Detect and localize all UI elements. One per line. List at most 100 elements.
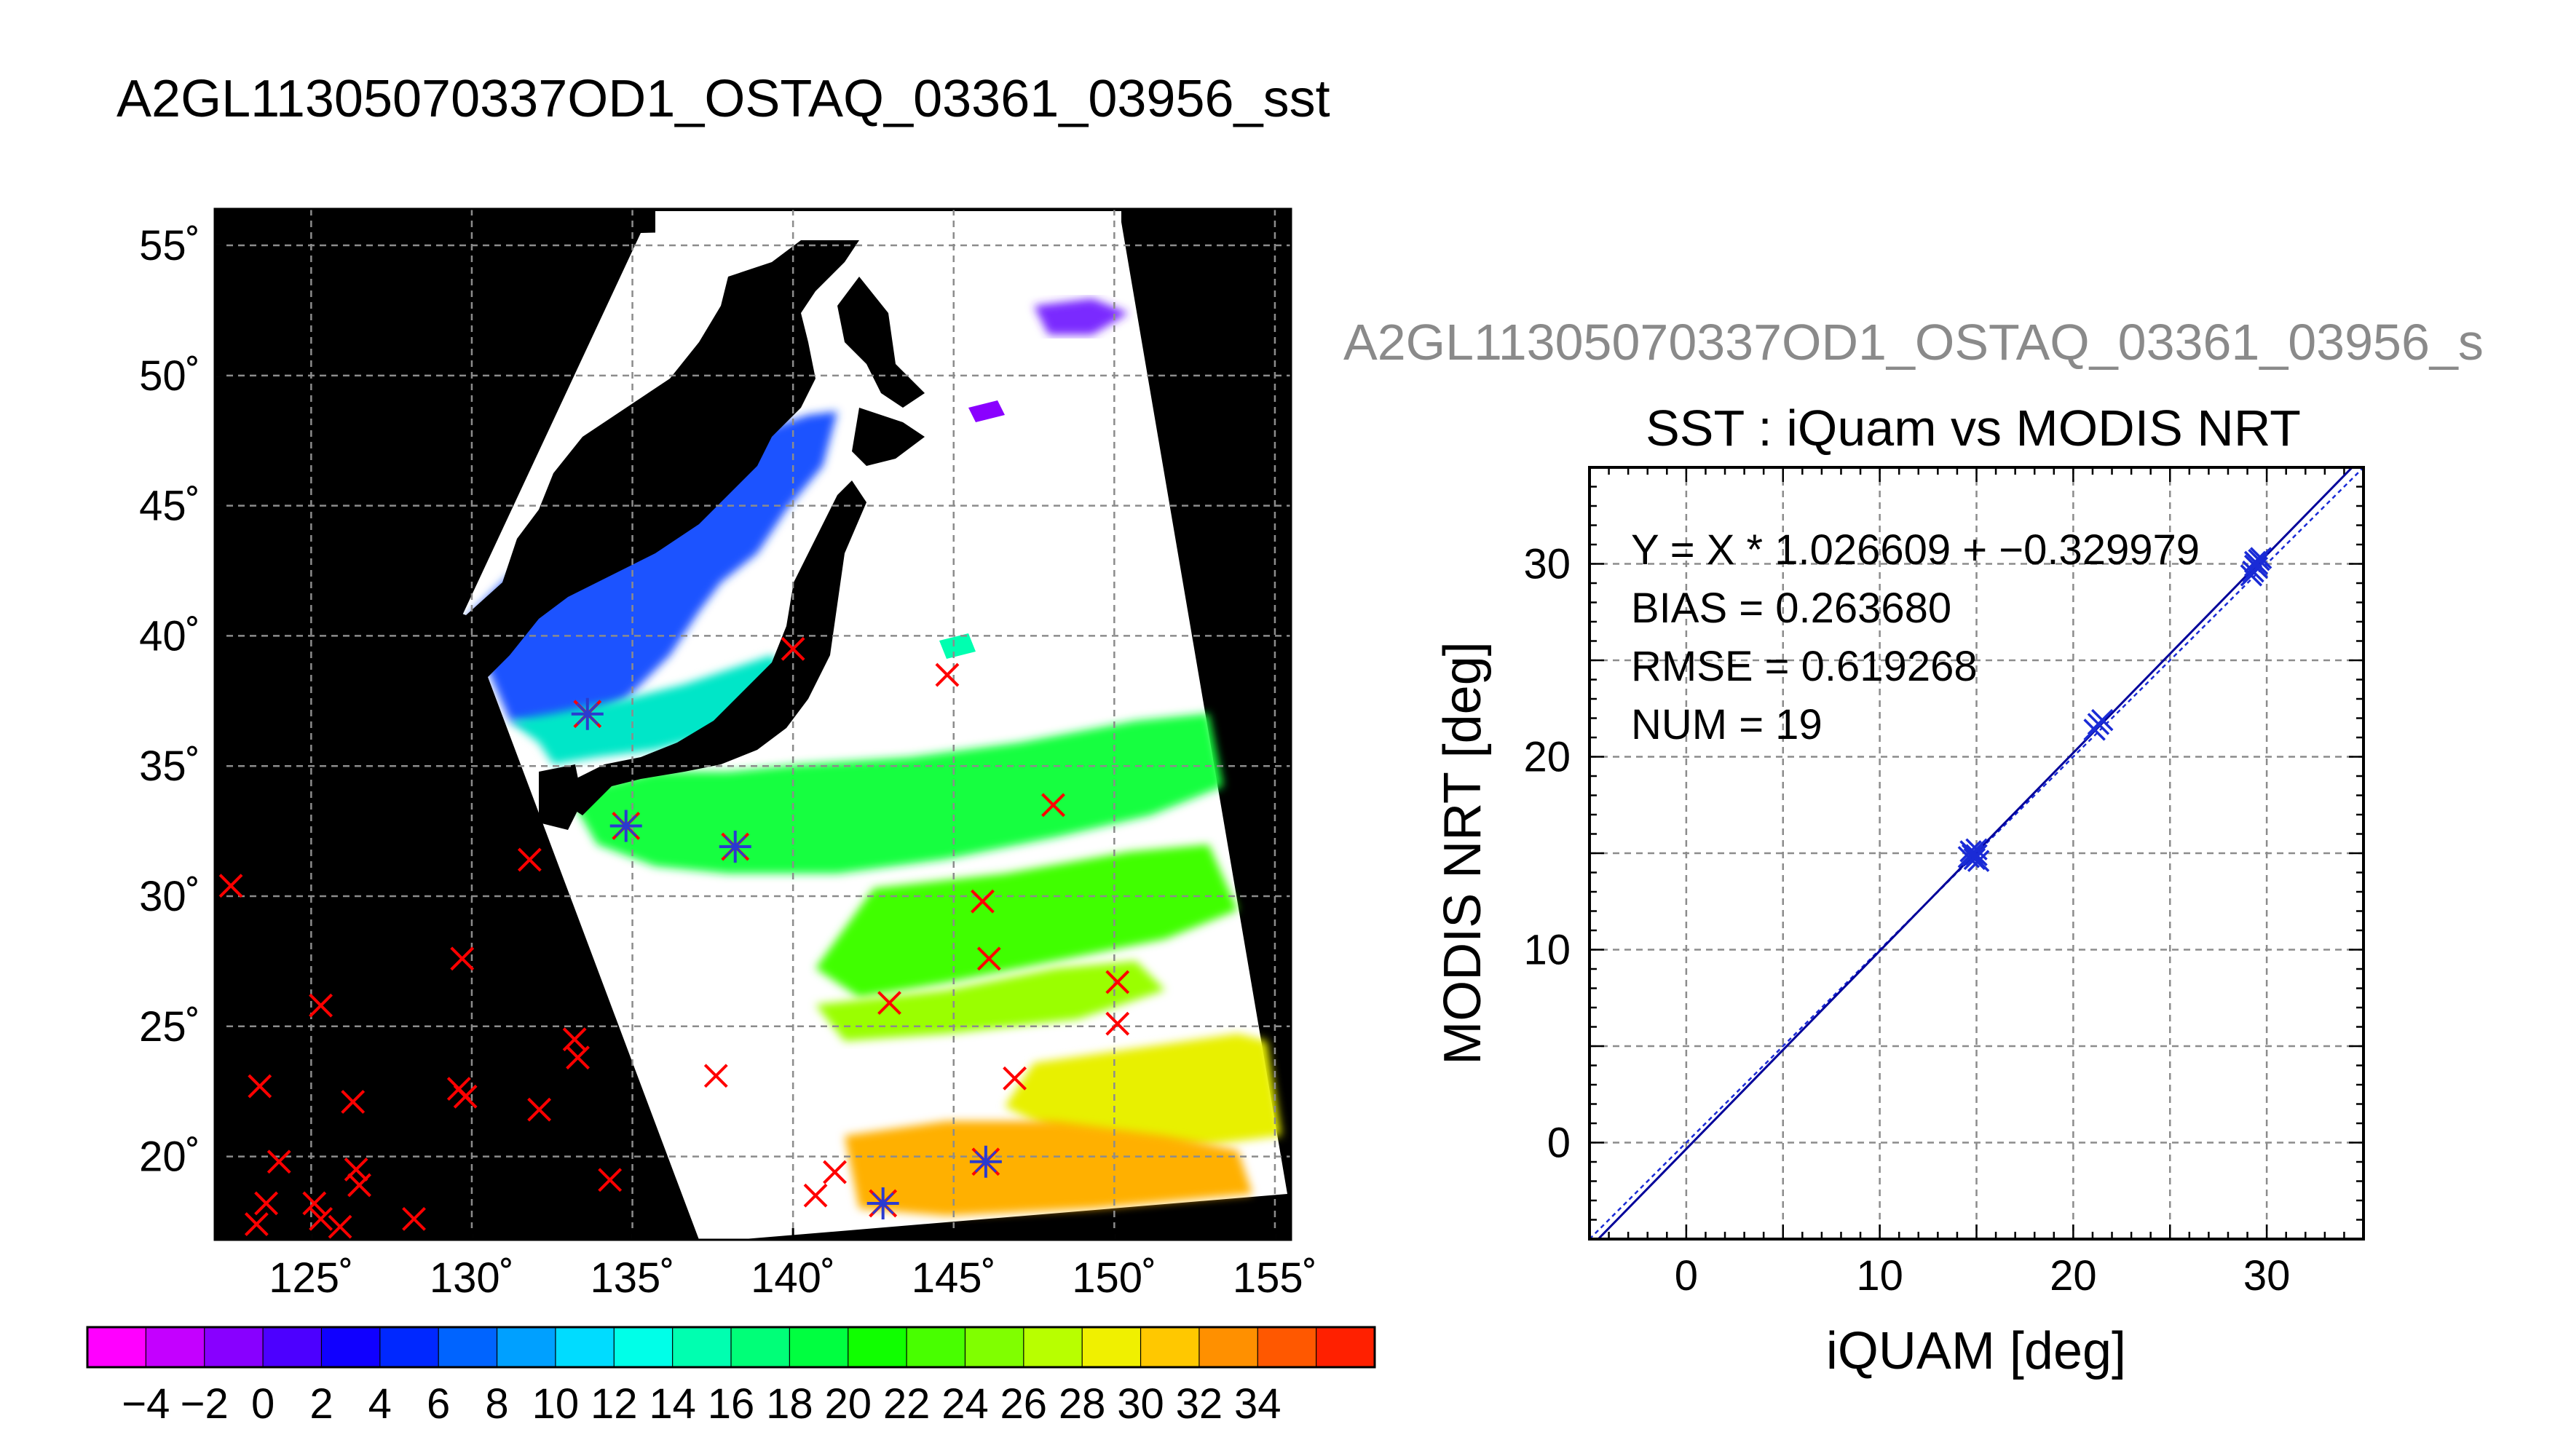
marker-stroke [309, 1206, 333, 1231]
marker-stroke [266, 1150, 291, 1174]
matchup-marker [402, 1206, 426, 1231]
marker-stroke [1965, 844, 1988, 866]
map-lon-tick-label: 155˚ [1233, 1254, 1317, 1302]
scatter-plot-panel: SST : iQuam vs MODIS NRT 0 10 20 300102030 … [1434, 400, 2365, 1380]
map-lat-tick-label: 45˚ [139, 483, 200, 530]
matchup-marker [254, 1191, 279, 1216]
map-ticks: 125˚ 130˚ 135˚ 140˚ 145˚ 150˚ 155˚ 20˚ 25˚ 30˚ 35˚… [139, 222, 1317, 1302]
colorbar-swatch [848, 1327, 907, 1367]
marker-stroke [527, 1097, 552, 1122]
matchup-marker [1105, 1011, 1130, 1036]
matchup-marker [598, 1168, 623, 1192]
marker-stroke [872, 1192, 894, 1215]
map-lon-tick-label: 125˚ [269, 1254, 353, 1302]
colorbar-tick-label: 24 [941, 1380, 989, 1428]
marker-stroke [598, 1168, 623, 1192]
colorbar-tick-label: 28 [1059, 1380, 1106, 1428]
scatter-x-tick-label: 20 [2050, 1252, 2097, 1299]
marker-stroke [1041, 793, 1065, 818]
marker-stroke [341, 1090, 366, 1114]
marker-stroke [309, 993, 333, 1018]
colorbar-tick-label: 16 [708, 1380, 755, 1428]
marker-stroke [344, 1158, 368, 1182]
colorbar-swatch [614, 1327, 674, 1367]
marker-stroke [935, 662, 960, 687]
tropical-hot [845, 1121, 1252, 1216]
matchup-marker [976, 946, 1001, 971]
map-lat-tick-label: 40˚ [139, 612, 200, 660]
scatter-annotation: RMSE = 0.619268 [1631, 643, 1978, 690]
swath-top-cloud [655, 211, 1121, 248]
matchup-marker [781, 636, 805, 661]
colorbar-tick-label: 0 [251, 1380, 275, 1428]
marker-stroke [803, 1183, 828, 1208]
map-lon-tick-label: 140˚ [751, 1254, 835, 1302]
scatter-annotation: Y = X * 1.026609 + −0.329979 [1631, 526, 2200, 574]
map-lat-tick-label: 55˚ [139, 222, 200, 269]
colorbar-tick-label: 18 [766, 1380, 813, 1428]
map-lat-tick-label: 25˚ [139, 1003, 200, 1051]
colorbar-tick-label: 6 [427, 1380, 450, 1428]
matchup-marker [450, 946, 475, 971]
matchup-marker [517, 847, 542, 872]
colorbar-swatch [379, 1327, 439, 1367]
matchup-marker [347, 1173, 371, 1198]
colorbar-tick-label: 4 [368, 1380, 392, 1428]
marker-stroke [254, 1191, 279, 1216]
marker-stroke [453, 1084, 478, 1109]
sst-map-panel: 125˚ 130˚ 135˚ 140˚ 145˚ 150˚ 155˚ 20˚ 25˚ 30˚ 35˚… [139, 207, 1317, 1302]
colorbar-swatch [1257, 1327, 1317, 1367]
colorbar-swatch [263, 1327, 322, 1367]
colorbar-frame [86, 1326, 1376, 1369]
valid-matchup-marker [609, 810, 642, 842]
marker-stroke [724, 835, 746, 858]
scatter-x-tick-label: 0 [1675, 1252, 1698, 1299]
colorbar-swatch [1316, 1327, 1375, 1367]
subtropical-band [816, 844, 1238, 997]
matchup-marker [1041, 793, 1065, 818]
map-lon-tick-label: 150˚ [1072, 1254, 1156, 1302]
colorbar-swatch [1023, 1327, 1083, 1367]
marker-stroke [248, 1074, 272, 1099]
marker-stroke [328, 1214, 352, 1239]
scatter-y-tick-label: 0 [1547, 1120, 1571, 1167]
scatter-point [2087, 713, 2110, 735]
marker-stroke [402, 1206, 426, 1231]
scatter-annotations: Y = X * 1.026609 + −0.329979 BIAS = 0.263… [1631, 526, 2200, 748]
marker-stroke [877, 991, 901, 1016]
scatter-point [2246, 556, 2269, 579]
matchup-marker [218, 874, 243, 898]
colorbar-tick-label: 8 [485, 1380, 508, 1428]
marker-stroke [823, 1160, 847, 1184]
scatter-y-tick-label: 30 [1523, 541, 1571, 588]
colorbar-swatch [87, 1327, 146, 1367]
map-grid [215, 209, 1291, 1240]
marker-stroke [615, 815, 637, 837]
scatter-x-axis-label: iQUAM [deg] [1826, 1322, 2126, 1380]
marker-stroke [1961, 844, 1984, 866]
matchup-marker [453, 1084, 478, 1109]
marker-stroke [450, 946, 475, 971]
map-lon-tick-label: 145˚ [912, 1254, 996, 1302]
korea-manchuria-land [215, 233, 859, 713]
marker-stroke [974, 1150, 997, 1173]
marker-stroke [976, 946, 1001, 971]
scatter-annotation: NUM = 19 [1631, 701, 1823, 748]
matchup-marker [309, 1206, 333, 1231]
matchup-marker [266, 1150, 291, 1174]
scatter-y-axis-label: MODIS NRT [deg] [1434, 641, 1492, 1065]
colorbar-swatch [731, 1327, 790, 1367]
colorbar-swatch [965, 1327, 1024, 1367]
scatter-point [1965, 844, 1988, 866]
matchup-marker [248, 1074, 272, 1099]
matchup-marker [309, 993, 333, 1018]
sst-colorbar: −4 −2 0 2 4 6 8 10 12 14 16 18 20 22 24 26 28 30 32 34 [86, 1326, 1376, 1428]
colorbar-tick-label: 12 [591, 1380, 638, 1428]
scatter-point [1965, 838, 1988, 860]
marker-stroke [244, 1212, 269, 1236]
colorbar-swatch [907, 1327, 965, 1367]
marker-stroke [2243, 550, 2267, 574]
map-lat-tick-label: 50˚ [139, 352, 200, 400]
scatter-point [1963, 847, 1986, 871]
subtropical-band-2 [816, 961, 1165, 1041]
